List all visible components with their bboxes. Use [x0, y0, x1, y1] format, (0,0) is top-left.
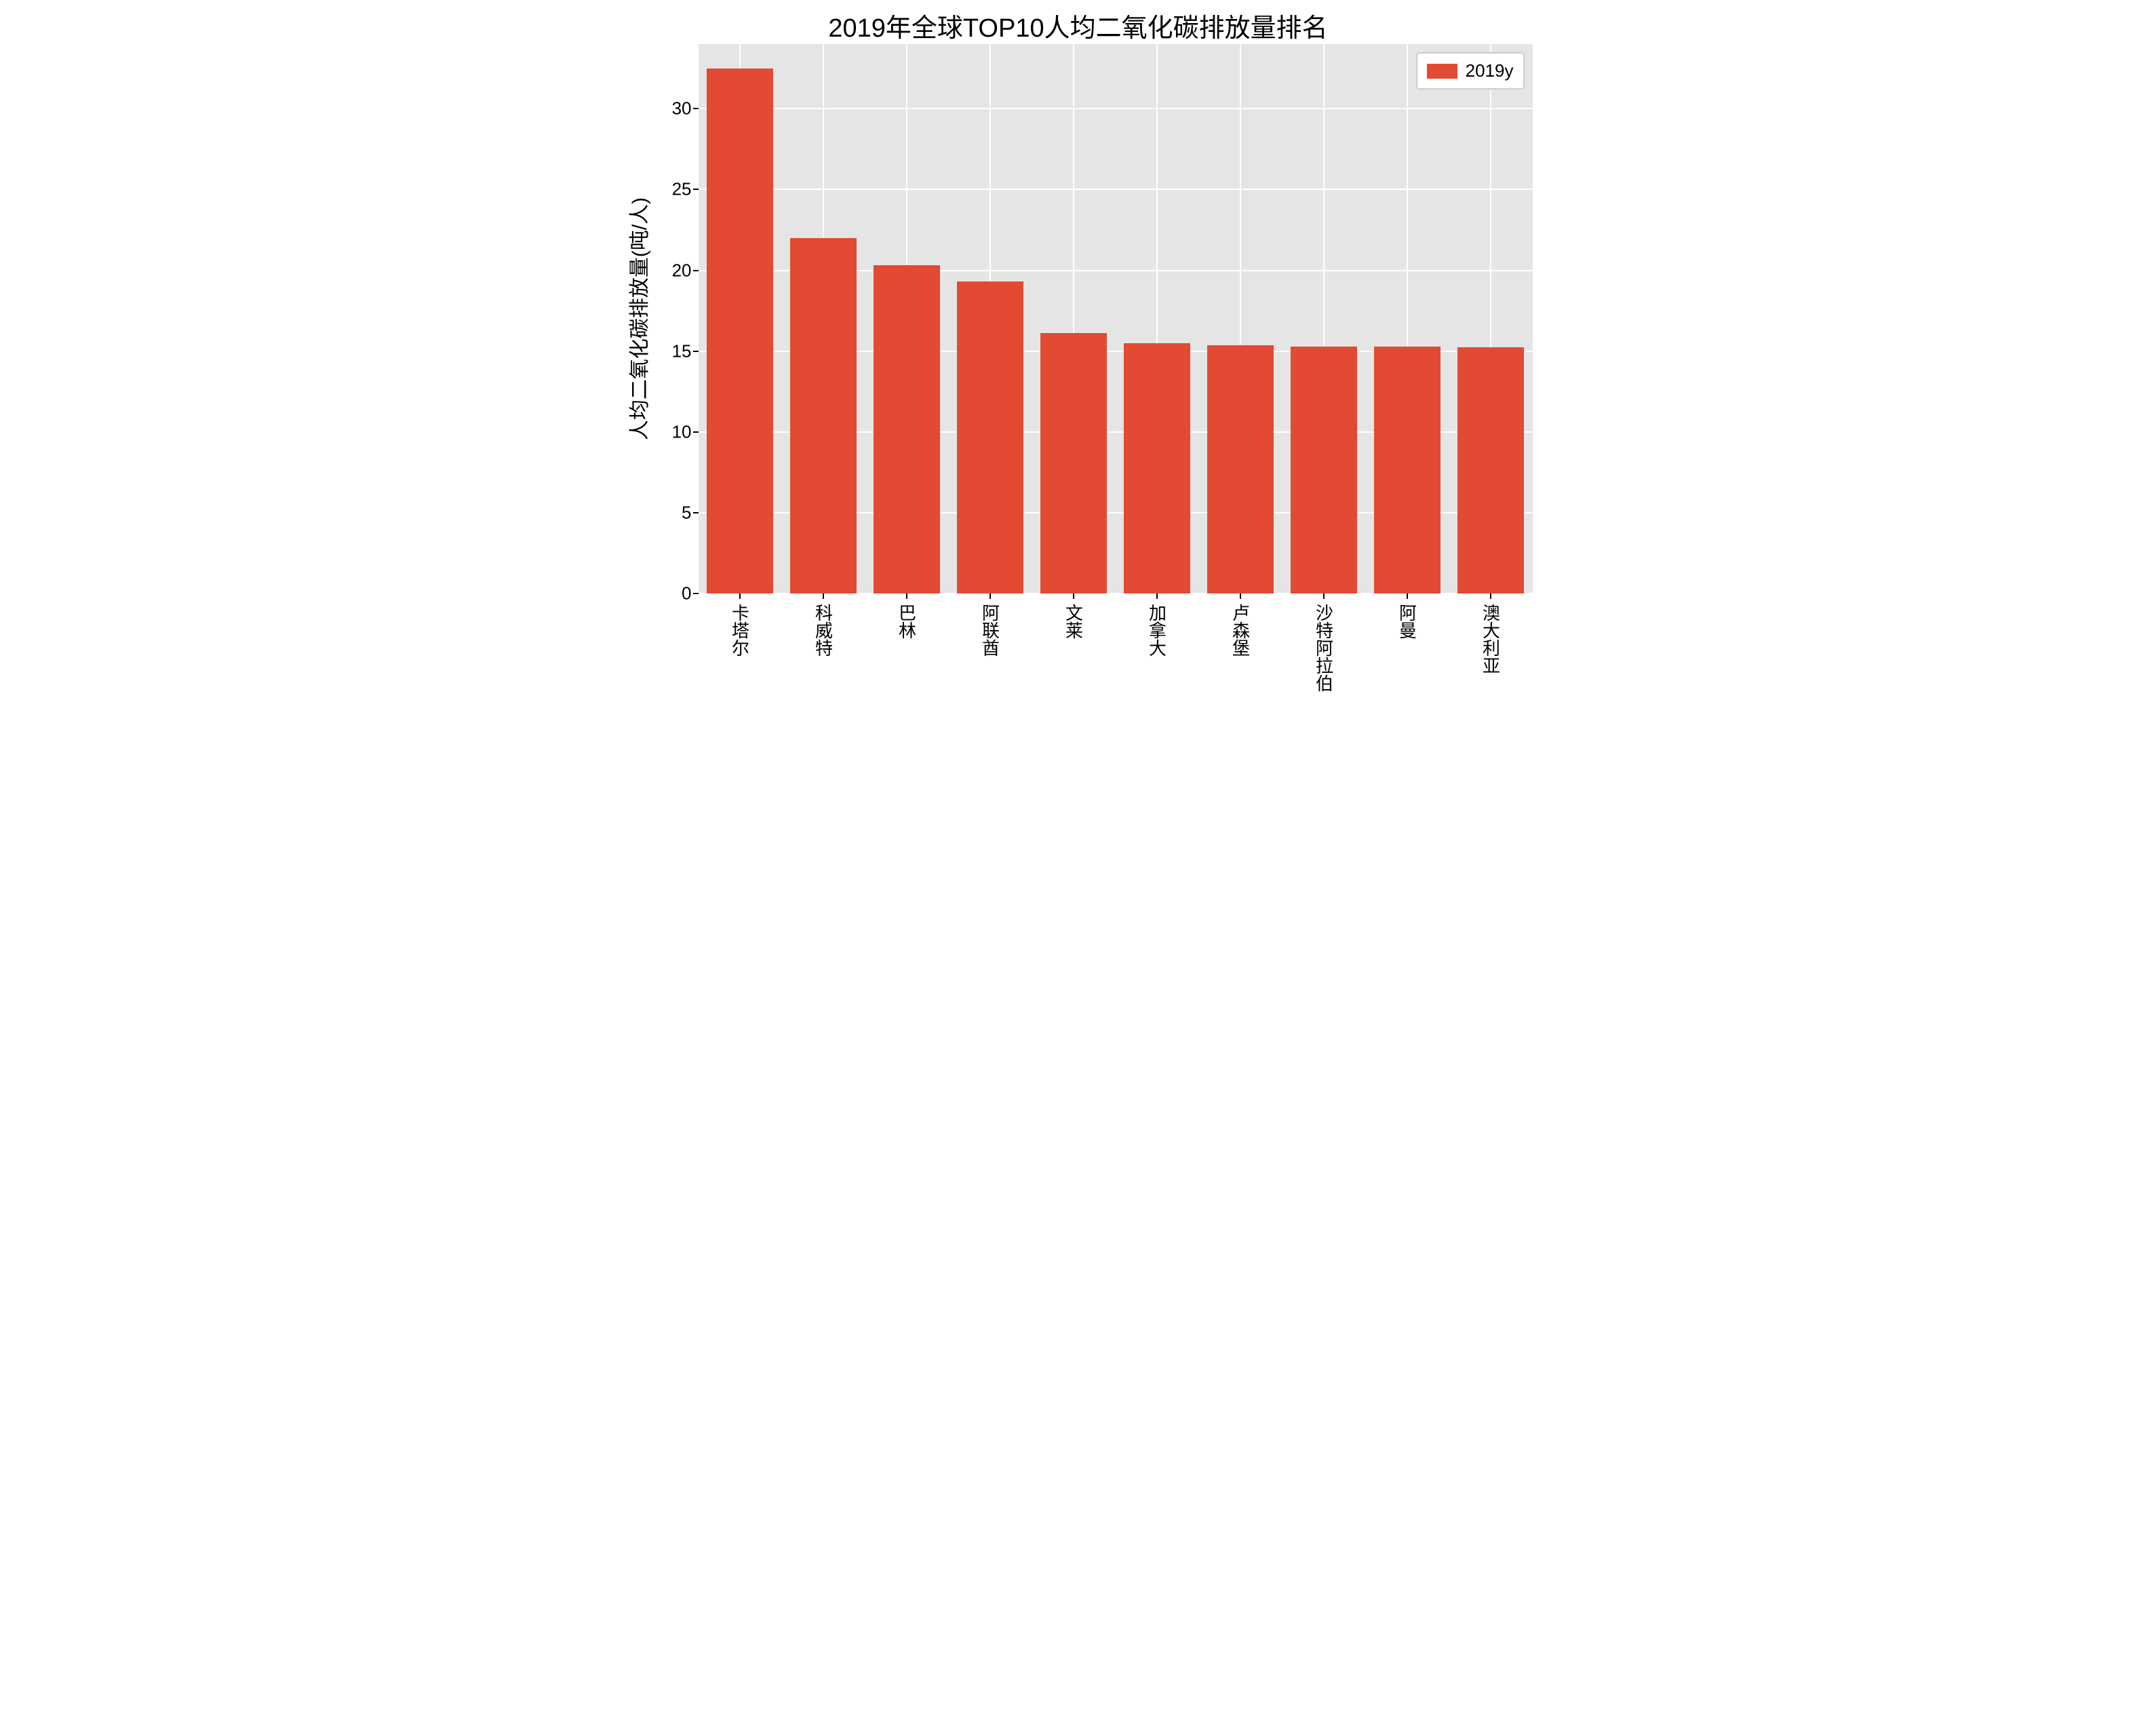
ytick-mark	[693, 270, 699, 271]
plot-area: 2019y 051015202530卡塔尔科威特巴林阿联酋文莱加拿大卢森堡沙特阿…	[699, 44, 1533, 593]
chart-container: 2019年全球TOP10人均二氧化碳排放量排名 2019y 0510152025…	[610, 0, 1546, 753]
xtick-mark	[1323, 593, 1325, 599]
ytick-mark	[693, 593, 699, 594]
xtick-label: 阿曼	[1395, 604, 1420, 639]
bar	[1040, 333, 1107, 593]
xtick-mark	[739, 593, 741, 599]
xtick-label: 卢森堡	[1228, 604, 1253, 657]
xtick-mark	[1073, 593, 1074, 599]
bar	[1374, 347, 1440, 594]
xtick-label: 卡塔尔	[728, 604, 753, 657]
xtick-mark	[1240, 593, 1241, 599]
xtick-label: 阿联酋	[978, 604, 1003, 657]
xtick-mark	[1407, 593, 1408, 599]
bar	[790, 238, 857, 593]
xtick-label: 巴林	[895, 604, 920, 639]
bar	[1457, 347, 1524, 593]
bar	[1291, 347, 1357, 594]
xtick-mark	[989, 593, 991, 599]
xtick-label: 澳大利亚	[1478, 604, 1504, 674]
ytick-mark	[693, 351, 699, 352]
ytick-mark	[693, 108, 699, 109]
ytick-mark	[693, 512, 699, 513]
legend-label: 2019y	[1466, 60, 1514, 81]
bar	[1207, 345, 1274, 593]
xtick-label: 沙特阿拉伯	[1312, 604, 1337, 692]
xtick-mark	[823, 593, 824, 599]
ytick-mark	[693, 431, 699, 433]
ytick-mark	[693, 189, 699, 190]
legend-swatch	[1427, 64, 1457, 79]
xtick-label: 科威特	[811, 604, 836, 657]
y-axis-label: 人均二氧化碳排放量(吨/人)	[623, 197, 652, 440]
xtick-mark	[906, 593, 907, 599]
xtick-mark	[1490, 593, 1491, 599]
bar	[957, 281, 1023, 593]
xtick-mark	[1156, 593, 1158, 599]
chart-title: 2019年全球TOP10人均二氧化碳排放量排名	[610, 7, 1546, 44]
bar	[874, 265, 940, 593]
bar	[1124, 343, 1190, 593]
xtick-label: 文莱	[1061, 604, 1086, 639]
xtick-label: 加拿大	[1145, 604, 1170, 657]
legend: 2019y	[1416, 52, 1525, 90]
bar	[707, 69, 773, 593]
